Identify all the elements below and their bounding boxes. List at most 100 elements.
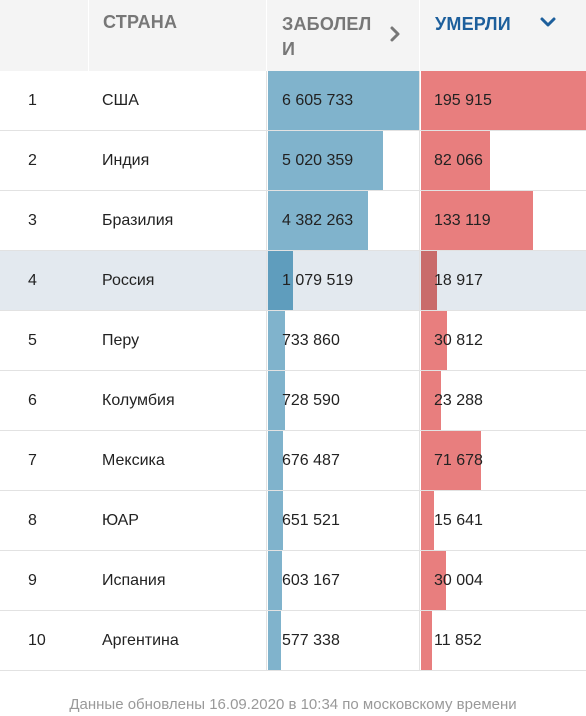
table-row: 5 Перу 733 860 30 812 bbox=[0, 311, 586, 371]
rank-cell: 3 bbox=[28, 212, 37, 229]
rank-cell: 6 bbox=[28, 392, 37, 409]
deaths-bar bbox=[421, 191, 533, 250]
deaths-cell: 71 678 bbox=[421, 431, 586, 490]
rank-cell: 9 bbox=[28, 572, 37, 589]
table-row: 3 Бразилия 4 382 263 133 119 bbox=[0, 191, 586, 251]
deaths-cell: 11 852 bbox=[421, 611, 586, 670]
cases-bar bbox=[268, 131, 383, 190]
deaths-cell: 30 004 bbox=[421, 551, 586, 610]
deaths-bar bbox=[421, 251, 437, 310]
cases-cell: 4 382 263 bbox=[268, 191, 419, 250]
chevron-down-icon[interactable] bbox=[538, 12, 558, 32]
deaths-value: 23 288 bbox=[434, 392, 483, 409]
deaths-header-label: УМЕРЛИ bbox=[435, 14, 511, 34]
rank-cell: 2 bbox=[28, 152, 37, 169]
deaths-cell: 15 641 bbox=[421, 491, 586, 550]
table-body: 1 США 6 605 733 195 915 2 Индия 5 020 359 82 06… bbox=[0, 71, 586, 671]
cases-bar bbox=[268, 491, 283, 550]
table-row: 9 Испания 603 167 30 004 bbox=[0, 551, 586, 611]
cases-cell: 733 860 bbox=[268, 311, 419, 370]
cases-bar bbox=[268, 311, 285, 370]
cases-cell: 603 167 bbox=[268, 551, 419, 610]
rank-cell: 8 bbox=[28, 512, 37, 529]
table-row: 8 ЮАР 651 521 15 641 bbox=[0, 491, 586, 551]
cases-header[interactable]: ЗАБОЛЕЛИ bbox=[266, 0, 419, 71]
cases-cell: 651 521 bbox=[268, 491, 419, 550]
deaths-bar bbox=[421, 431, 481, 490]
rank-cell: 10 bbox=[28, 632, 46, 649]
column-divider bbox=[266, 71, 267, 671]
country-cell: Бразилия bbox=[102, 212, 174, 229]
cases-value: 1 079 519 bbox=[282, 272, 354, 289]
deaths-cell: 30 812 bbox=[421, 311, 586, 370]
cases-value: 577 338 bbox=[282, 632, 340, 649]
country-cell: Перу bbox=[102, 332, 140, 349]
deaths-value: 30 812 bbox=[434, 332, 483, 349]
country-cell: Мексика bbox=[102, 452, 165, 469]
cases-cell: 577 338 bbox=[268, 611, 419, 670]
cases-cell: 1 079 519 bbox=[268, 251, 419, 310]
deaths-value: 71 678 bbox=[434, 452, 483, 469]
covid-table: СТРАНА ЗАБОЛЕЛИ УМЕРЛИ 1 США 6 605 733 195 … bbox=[0, 0, 586, 671]
cases-cell: 6 605 733 bbox=[268, 71, 419, 130]
table-row: 2 Индия 5 020 359 82 066 bbox=[0, 131, 586, 191]
cases-value: 733 860 bbox=[282, 332, 340, 349]
cases-bar bbox=[268, 71, 419, 130]
country-cell: США bbox=[102, 92, 139, 109]
deaths-bar bbox=[421, 551, 446, 610]
cases-value: 676 487 bbox=[282, 452, 340, 469]
cases-bar bbox=[268, 251, 293, 310]
table-row: 6 Колумбия 728 590 23 288 bbox=[0, 371, 586, 431]
chevron-right-icon[interactable] bbox=[385, 24, 405, 44]
cases-bar bbox=[268, 431, 283, 490]
country-cell: Колумбия bbox=[102, 392, 175, 409]
cases-cell: 676 487 bbox=[268, 431, 419, 490]
table-row: 10 Аргентина 577 338 11 852 bbox=[0, 611, 586, 671]
rank-cell: 4 bbox=[28, 272, 37, 289]
deaths-cell: 195 915 bbox=[421, 71, 586, 130]
country-header-label: СТРАНА bbox=[103, 12, 178, 32]
country-cell: Аргентина bbox=[102, 632, 179, 649]
country-header[interactable]: СТРАНА bbox=[88, 0, 266, 71]
deaths-cell: 82 066 bbox=[421, 131, 586, 190]
cases-cell: 5 020 359 bbox=[268, 131, 419, 190]
cases-value: 6 605 733 bbox=[282, 92, 354, 109]
table-row: 7 Мексика 676 487 71 678 bbox=[0, 431, 586, 491]
rank-cell: 5 bbox=[28, 332, 37, 349]
cases-bar bbox=[268, 371, 285, 430]
country-cell: Россия bbox=[102, 272, 155, 289]
rank-cell: 7 bbox=[28, 452, 37, 469]
deaths-value: 82 066 bbox=[434, 152, 483, 169]
deaths-value: 15 641 bbox=[434, 512, 483, 529]
country-cell: Индия bbox=[102, 152, 150, 169]
cases-bar bbox=[268, 191, 368, 250]
cases-value: 651 521 bbox=[282, 512, 340, 529]
column-divider bbox=[419, 71, 420, 671]
cases-value: 4 382 263 bbox=[282, 212, 354, 229]
cases-value: 5 020 359 bbox=[282, 152, 354, 169]
deaths-bar bbox=[421, 311, 447, 370]
deaths-value: 18 917 bbox=[434, 272, 483, 289]
deaths-bar bbox=[421, 491, 434, 550]
update-note: Данные обновлены 16.09.2020 в 10:34 по м… bbox=[69, 696, 517, 713]
table-header: СТРАНА ЗАБОЛЕЛИ УМЕРЛИ bbox=[0, 0, 586, 71]
cases-header-label: ЗАБОЛЕЛИ bbox=[282, 14, 372, 59]
deaths-bar bbox=[421, 71, 586, 130]
rank-header bbox=[0, 0, 88, 71]
deaths-bar bbox=[421, 371, 441, 430]
country-cell: ЮАР bbox=[102, 512, 139, 529]
table-row: 1 США 6 605 733 195 915 bbox=[0, 71, 586, 131]
cases-bar bbox=[268, 551, 282, 610]
rank-cell: 1 bbox=[28, 92, 37, 109]
deaths-bar bbox=[421, 611, 432, 670]
cases-value: 728 590 bbox=[282, 392, 340, 409]
deaths-cell: 133 119 bbox=[421, 191, 586, 250]
deaths-cell: 18 917 bbox=[421, 251, 586, 310]
deaths-value: 11 852 bbox=[434, 632, 482, 649]
deaths-header[interactable]: УМЕРЛИ bbox=[419, 0, 586, 71]
deaths-value: 133 119 bbox=[434, 212, 491, 229]
cases-bar bbox=[268, 611, 281, 670]
deaths-bar bbox=[421, 131, 490, 190]
deaths-value: 30 004 bbox=[434, 572, 483, 589]
table-row: 4 Россия 1 079 519 18 917 bbox=[0, 251, 586, 311]
